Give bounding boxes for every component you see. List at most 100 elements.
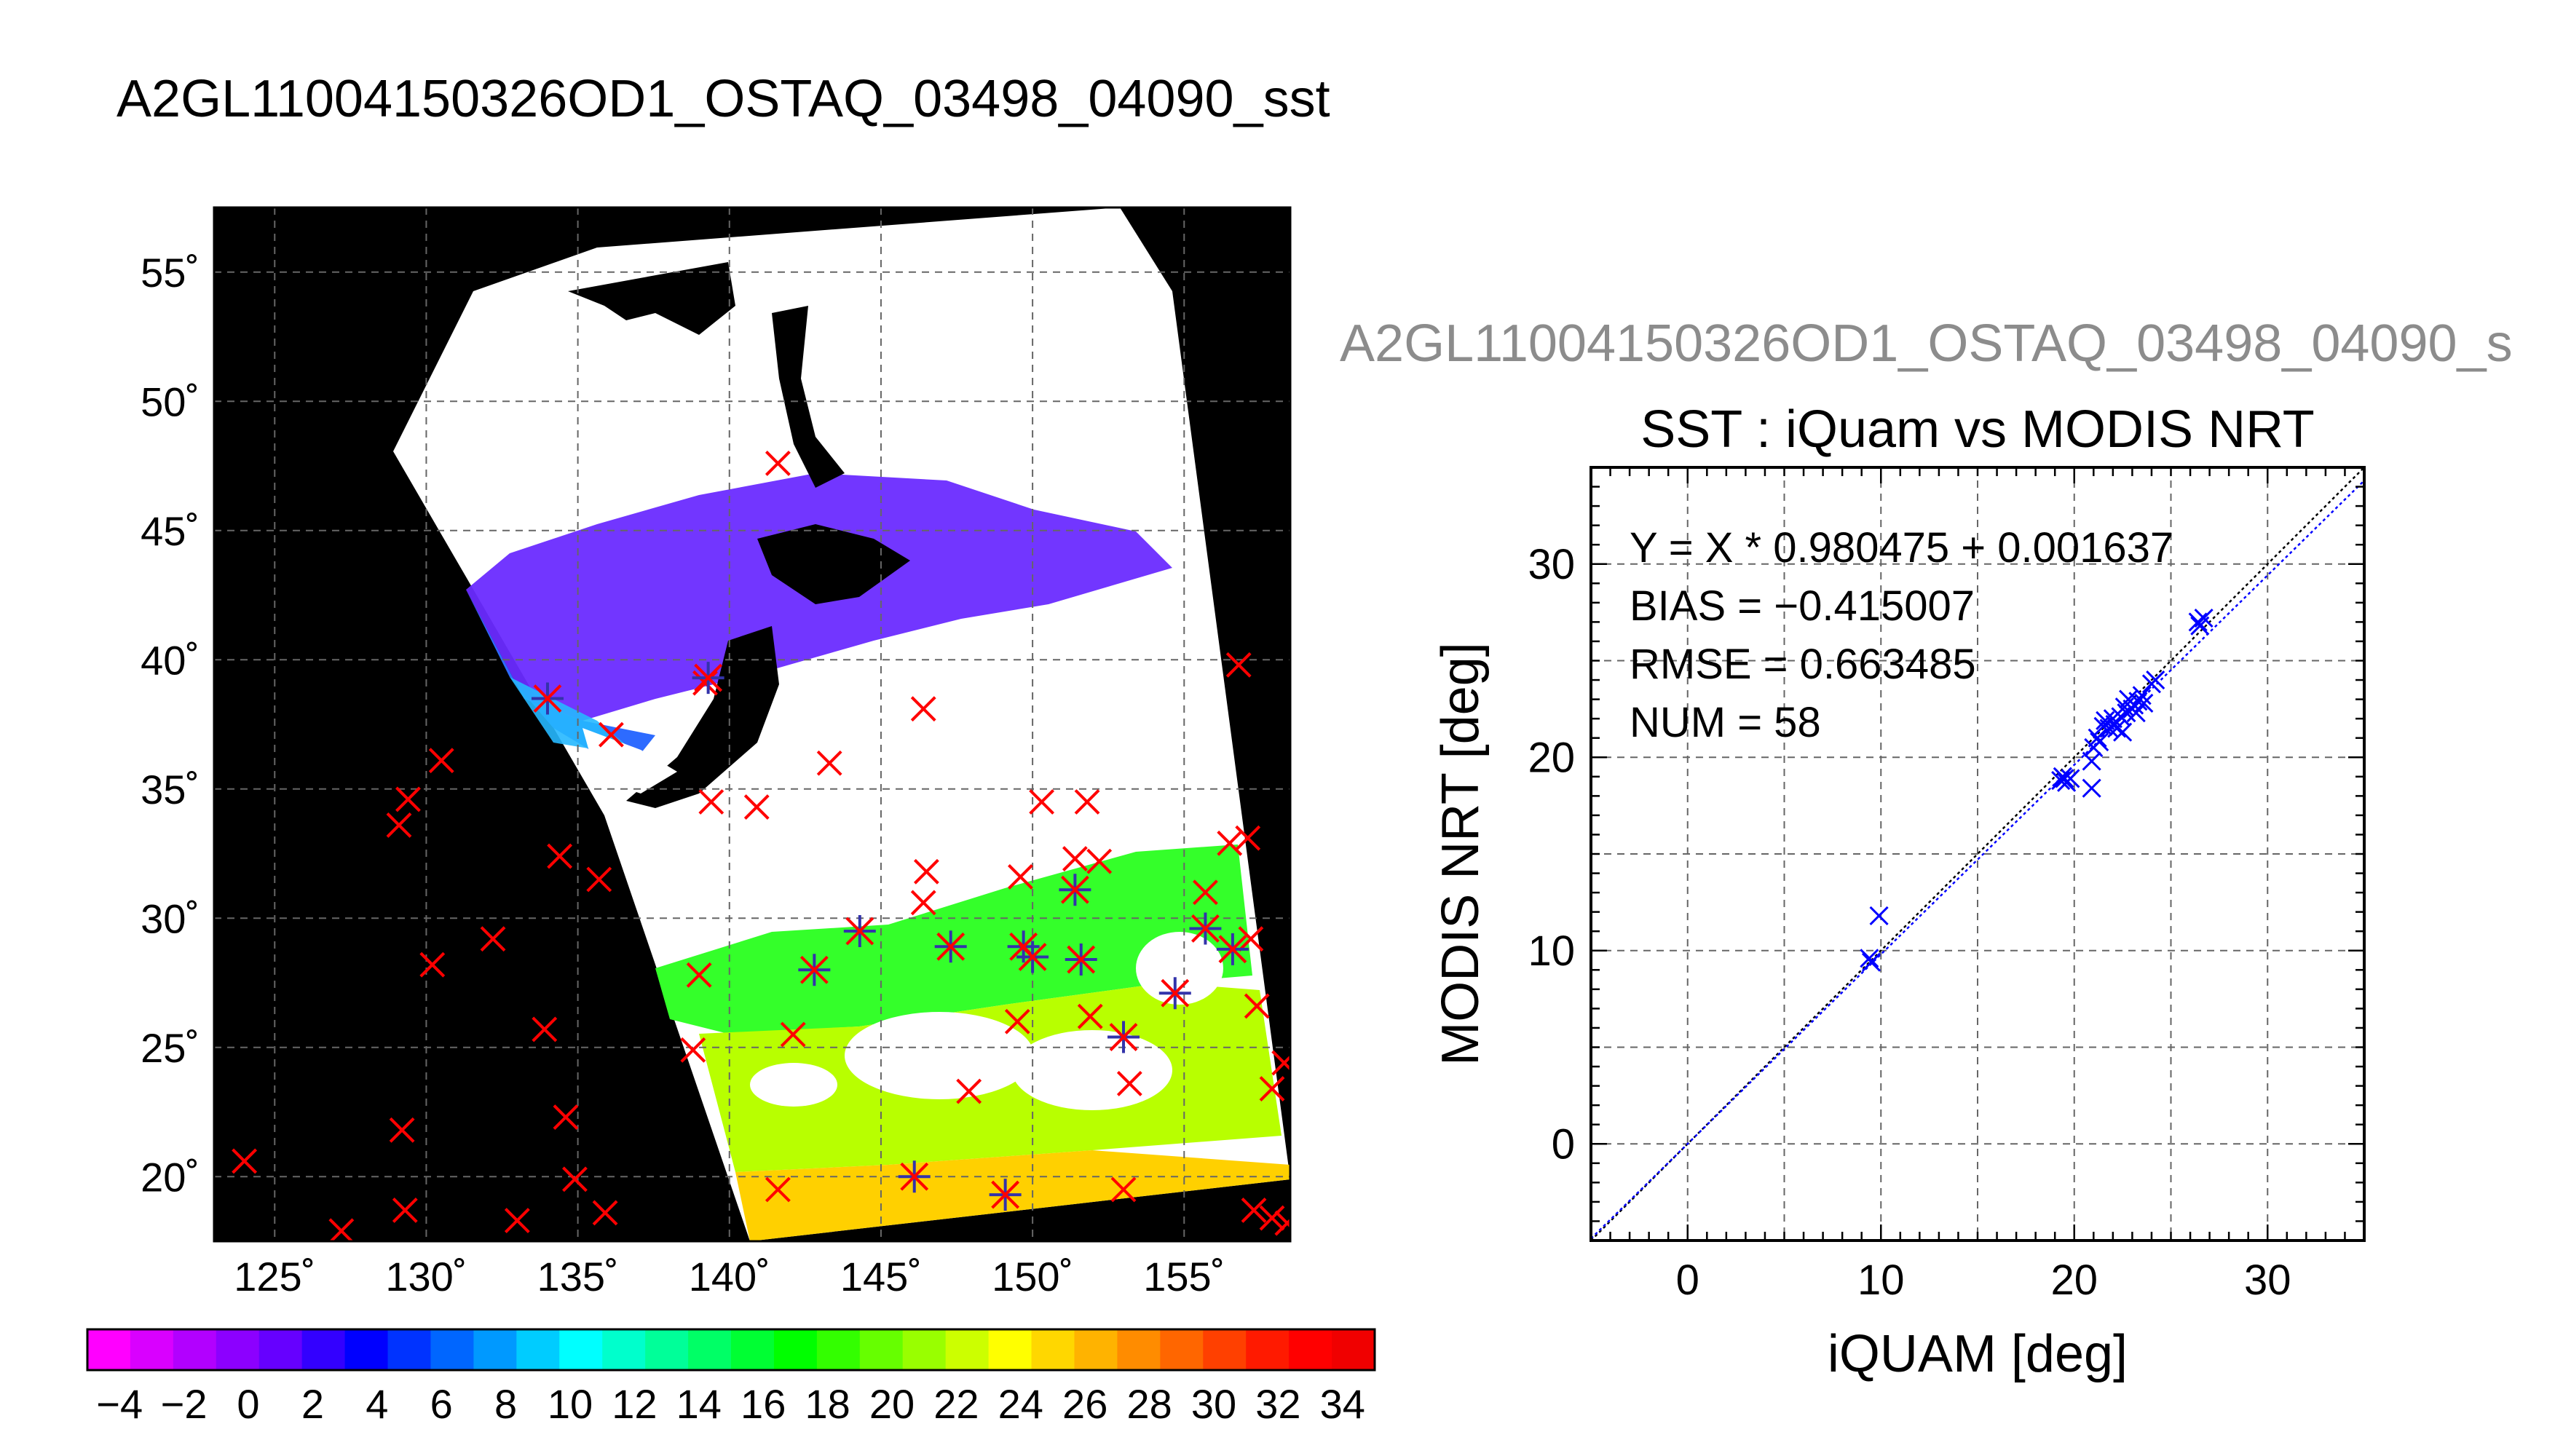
land-hokkaido	[757, 524, 910, 604]
colorbar-tick-label: 28	[1126, 1381, 1172, 1427]
red-x-marker	[1086, 848, 1113, 874]
stats-line-rmse: RMSE = 0.663485	[1630, 641, 1976, 688]
red-x-marker	[692, 670, 718, 696]
colorbar-cell	[773, 1329, 818, 1370]
red-x-marker	[386, 812, 412, 838]
matchup-marker	[898, 1160, 931, 1193]
colorbar-tick-label: 0	[237, 1381, 259, 1427]
colorbar-cell	[473, 1329, 517, 1370]
colorbar-cell	[902, 1329, 947, 1370]
cloud-patch	[1012, 1030, 1172, 1110]
cloud-patch	[845, 1012, 1034, 1099]
lat-tick-label: 40˚	[141, 637, 200, 683]
red-x-marker	[480, 926, 506, 952]
colorbar-tick-label: 18	[805, 1381, 850, 1427]
map-grid	[214, 207, 1290, 1241]
y-axis-label: MODIS NRT [deg]	[1431, 642, 1490, 1066]
red-x-marker	[392, 1197, 418, 1223]
matchup-marker	[1158, 977, 1191, 1010]
colorbar-tick-label: 14	[676, 1381, 722, 1427]
matchup-marker	[1016, 941, 1049, 973]
colorbar-tick-label: 16	[741, 1381, 786, 1427]
data-point	[2188, 612, 2208, 632]
x-axis-label: iQUAM [deg]	[1828, 1325, 2128, 1383]
map-markers	[232, 451, 1290, 1241]
red-x-marker	[1008, 864, 1033, 890]
data-point	[2194, 609, 2214, 628]
red-x-marker	[428, 748, 454, 774]
data-point	[2146, 670, 2165, 690]
colorbar-cell	[1332, 1329, 1375, 1370]
colorbar-cell	[945, 1329, 990, 1370]
colorbar-cell	[602, 1329, 646, 1370]
colorbar-frame	[86, 1328, 1376, 1372]
red-x-marker	[562, 1166, 588, 1192]
data-point	[2126, 703, 2146, 723]
matchup-marker	[798, 954, 831, 986]
colorbar-tick-label: 2	[301, 1381, 324, 1427]
land-sakhalin	[772, 306, 845, 488]
stats-line-num: NUM = 58	[1630, 699, 1821, 746]
colorbar-cell	[1074, 1329, 1118, 1370]
red-x-marker	[1217, 830, 1243, 856]
map-tick-labels: 125˚ 130˚ 135˚ 140˚ 145˚ 150˚ 155˚ 20˚ 2…	[141, 250, 1225, 1299]
matchup-marker	[1189, 912, 1222, 945]
data-point	[2055, 769, 2074, 788]
red-x-marker	[1116, 1071, 1142, 1096]
red-x-marker	[910, 890, 936, 916]
plot-tick-labels: 0 10 20 30 0 10 20 30	[1528, 541, 2291, 1304]
lon-tick-label: 135˚	[537, 1254, 619, 1299]
red-x-marker	[389, 1117, 415, 1143]
red-x-marker	[1062, 846, 1088, 872]
red-x-marker	[743, 794, 770, 820]
colorbar-cell	[1160, 1329, 1204, 1370]
red-x-marker	[395, 786, 421, 812]
colorbar-tick-label: 20	[869, 1381, 915, 1427]
chart-title: SST : iQuam vs MODIS NRT	[1640, 400, 2315, 459]
red-x-marker	[1225, 652, 1252, 678]
red-x-marker	[532, 1016, 558, 1042]
colorbar-cell	[816, 1329, 861, 1370]
red-x-marker	[1077, 1003, 1103, 1029]
x-tick-label: 0	[1676, 1257, 1699, 1304]
map-frame	[213, 206, 1292, 1243]
red-x-marker	[816, 750, 842, 776]
data-point	[2061, 769, 2080, 788]
colorbar-cell	[1246, 1329, 1290, 1370]
red-x-marker	[765, 1176, 791, 1203]
lat-tick-label: 45˚	[141, 508, 200, 554]
red-x-marker	[913, 858, 939, 885]
red-x-marker	[1259, 1076, 1285, 1101]
red-x-marker	[1193, 879, 1218, 906]
matchup-marker	[843, 915, 876, 947]
sst-map: 125˚ 130˚ 135˚ 140˚ 145˚ 150˚ 155˚ 20˚ 2…	[141, 206, 1292, 1299]
matchup-marker	[1216, 933, 1249, 965]
colorbar-tick-labels: −4 −2 0 2 4 6 8 10 12 14 16 18 20 22 24 …	[96, 1381, 1365, 1427]
colorbar-tick-label: 24	[998, 1381, 1043, 1427]
land-coast	[568, 262, 735, 335]
colorbar-cell	[258, 1329, 303, 1370]
colorbar-cell	[1031, 1329, 1075, 1370]
red-x-marker	[1004, 1008, 1030, 1034]
data-point	[1861, 952, 1881, 972]
red-x-marker	[586, 866, 612, 893]
lon-tick-label: 130˚	[385, 1254, 467, 1299]
matchup-marker	[531, 682, 564, 715]
lon-tick-label: 125˚	[234, 1254, 315, 1299]
colorbar-cell	[1203, 1329, 1247, 1370]
colorbar-tick-label: 22	[933, 1381, 979, 1427]
stats-box: Y = X * 0.980475 + 0.001637 BIAS = −0.41…	[1630, 524, 2173, 746]
red-x-marker	[1259, 1205, 1285, 1231]
lat-tick-label: 50˚	[141, 379, 200, 424]
colorbar-cells	[87, 1329, 1375, 1370]
colorbar-tick-label: 30	[1191, 1381, 1236, 1427]
red-x-marker	[1238, 926, 1264, 952]
lat-tick-label: 30˚	[141, 895, 200, 941]
lon-tick-label: 155˚	[1143, 1254, 1225, 1299]
red-x-marker	[1029, 789, 1055, 815]
data-point	[1860, 949, 1879, 968]
colorbar-cell	[430, 1329, 474, 1370]
cool-sst-region	[466, 590, 655, 772]
red-x-marker	[1244, 993, 1270, 1019]
warm-sst-region	[655, 844, 1252, 1034]
